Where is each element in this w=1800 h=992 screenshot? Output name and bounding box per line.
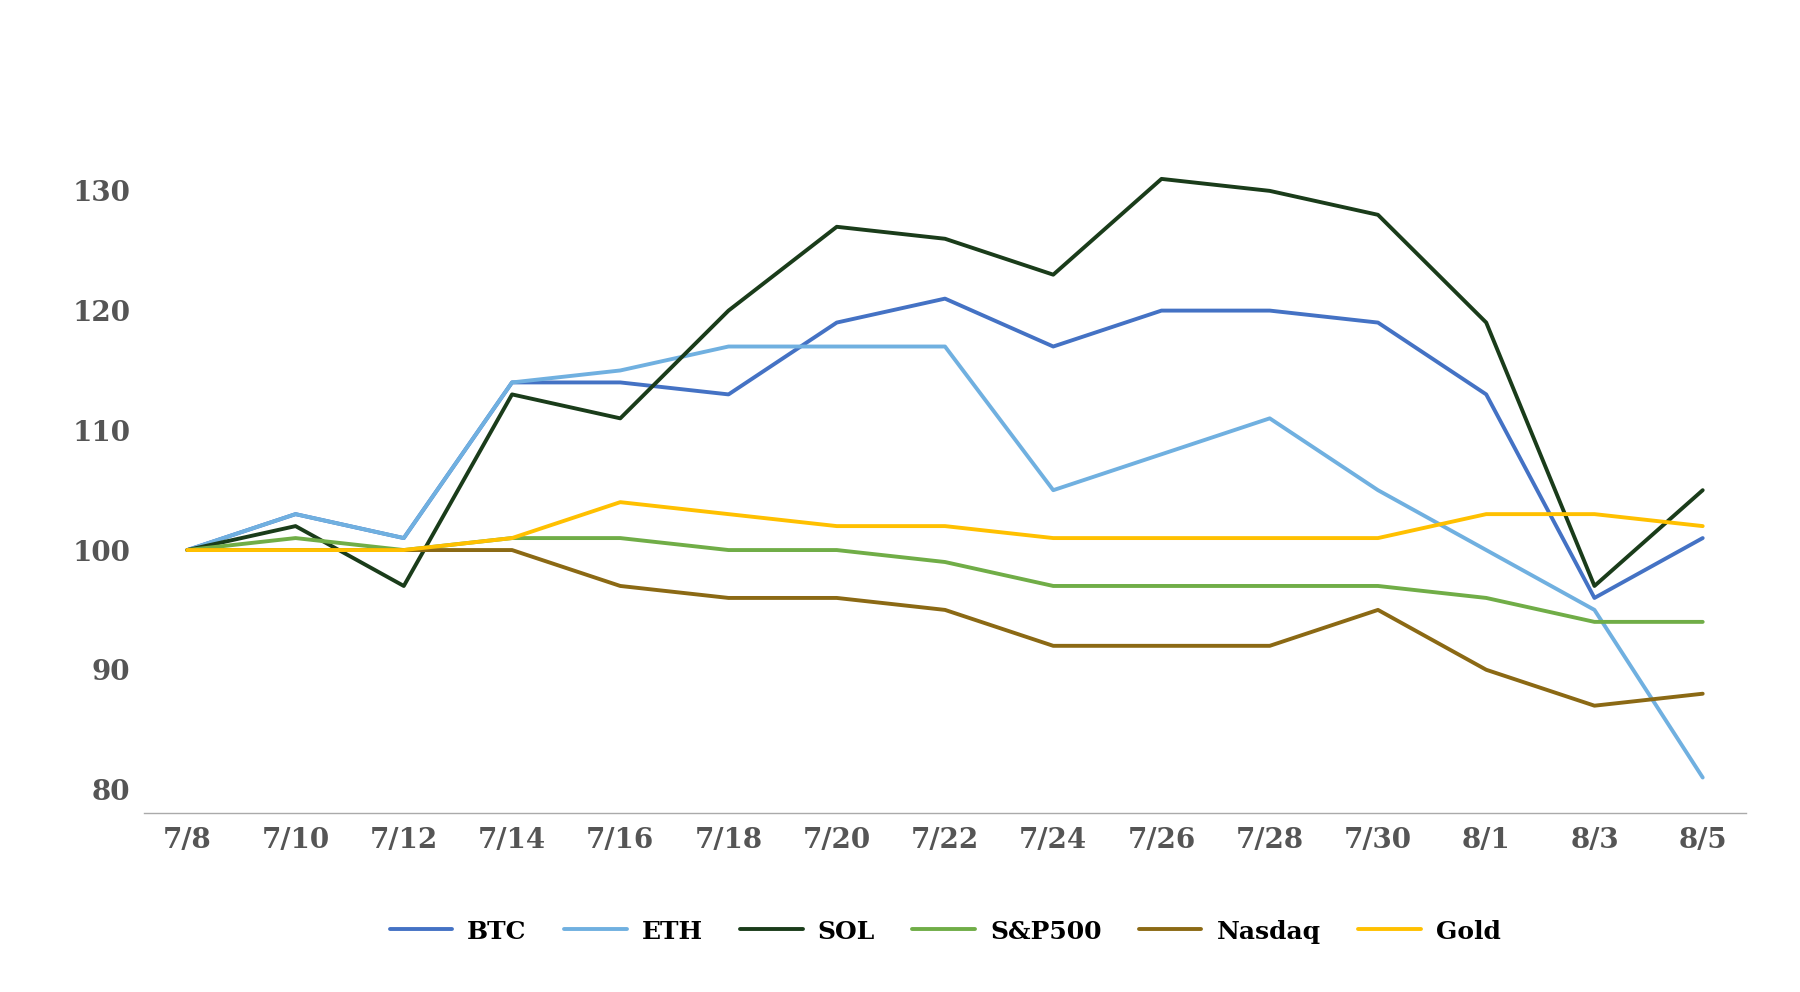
SOL	[610, 413, 632, 425]
S&P500	[1258, 580, 1280, 592]
Gold	[1476, 508, 1498, 520]
S&P500	[1368, 580, 1390, 592]
Gold	[1368, 532, 1390, 544]
ETH	[610, 364, 632, 376]
Nasdaq	[610, 580, 632, 592]
Gold	[718, 508, 740, 520]
SOL	[1692, 484, 1714, 496]
Nasdaq	[1258, 640, 1280, 652]
S&P500	[176, 544, 198, 556]
S&P500	[826, 544, 848, 556]
SOL	[500, 389, 522, 401]
BTC	[1258, 305, 1280, 316]
Nasdaq	[1584, 699, 1606, 711]
Nasdaq	[1042, 640, 1064, 652]
Gold	[284, 544, 306, 556]
SOL	[1150, 173, 1172, 185]
BTC	[176, 544, 198, 556]
SOL	[718, 305, 740, 316]
SOL	[1258, 185, 1280, 196]
BTC	[500, 377, 522, 389]
Gold	[176, 544, 198, 556]
Gold	[1584, 508, 1606, 520]
ETH	[500, 377, 522, 389]
Nasdaq	[1692, 687, 1714, 699]
S&P500	[610, 532, 632, 544]
ETH	[392, 532, 414, 544]
S&P500	[392, 544, 414, 556]
S&P500	[1042, 580, 1064, 592]
Nasdaq	[1150, 640, 1172, 652]
Nasdaq	[1476, 664, 1498, 676]
S&P500	[934, 557, 956, 568]
Line: BTC: BTC	[187, 299, 1703, 598]
S&P500	[284, 532, 306, 544]
S&P500	[500, 532, 522, 544]
Gold	[1042, 532, 1064, 544]
Line: ETH: ETH	[187, 346, 1703, 778]
SOL	[176, 544, 198, 556]
ETH	[934, 340, 956, 352]
Gold	[934, 520, 956, 532]
SOL	[1584, 580, 1606, 592]
ETH	[1368, 484, 1390, 496]
S&P500	[718, 544, 740, 556]
Nasdaq	[176, 544, 198, 556]
S&P500	[1476, 592, 1498, 604]
BTC	[1150, 305, 1172, 316]
BTC	[1584, 592, 1606, 604]
Nasdaq	[1368, 604, 1390, 616]
ETH	[1584, 604, 1606, 616]
ETH	[284, 508, 306, 520]
Gold	[500, 532, 522, 544]
BTC	[284, 508, 306, 520]
Gold	[1258, 532, 1280, 544]
SOL	[1368, 209, 1390, 221]
ETH	[826, 340, 848, 352]
ETH	[1042, 484, 1064, 496]
ETH	[1692, 772, 1714, 784]
ETH	[1476, 544, 1498, 556]
BTC	[610, 377, 632, 389]
Gold	[1150, 532, 1172, 544]
BTC	[1368, 316, 1390, 328]
Nasdaq	[500, 544, 522, 556]
Gold	[1692, 520, 1714, 532]
ETH	[1150, 448, 1172, 460]
Legend: BTC, ETH, SOL, S&P500, Nasdaq, Gold: BTC, ETH, SOL, S&P500, Nasdaq, Gold	[380, 910, 1510, 954]
ETH	[718, 340, 740, 352]
BTC	[718, 389, 740, 401]
Nasdaq	[826, 592, 848, 604]
S&P500	[1150, 580, 1172, 592]
Line: Nasdaq: Nasdaq	[187, 550, 1703, 705]
SOL	[1042, 269, 1064, 281]
SOL	[826, 221, 848, 233]
BTC	[1042, 340, 1064, 352]
Gold	[392, 544, 414, 556]
BTC	[934, 293, 956, 305]
Line: S&P500: S&P500	[187, 538, 1703, 622]
SOL	[1476, 316, 1498, 328]
BTC	[392, 532, 414, 544]
Nasdaq	[392, 544, 414, 556]
SOL	[392, 580, 414, 592]
Line: SOL: SOL	[187, 179, 1703, 586]
S&P500	[1584, 616, 1606, 628]
BTC	[1692, 532, 1714, 544]
S&P500	[1692, 616, 1714, 628]
BTC	[1476, 389, 1498, 401]
Line: Gold: Gold	[187, 502, 1703, 550]
Nasdaq	[718, 592, 740, 604]
ETH	[1258, 413, 1280, 425]
SOL	[934, 233, 956, 245]
Nasdaq	[284, 544, 306, 556]
Nasdaq	[934, 604, 956, 616]
ETH	[176, 544, 198, 556]
BTC	[826, 316, 848, 328]
Gold	[610, 496, 632, 508]
SOL	[284, 520, 306, 532]
Gold	[826, 520, 848, 532]
